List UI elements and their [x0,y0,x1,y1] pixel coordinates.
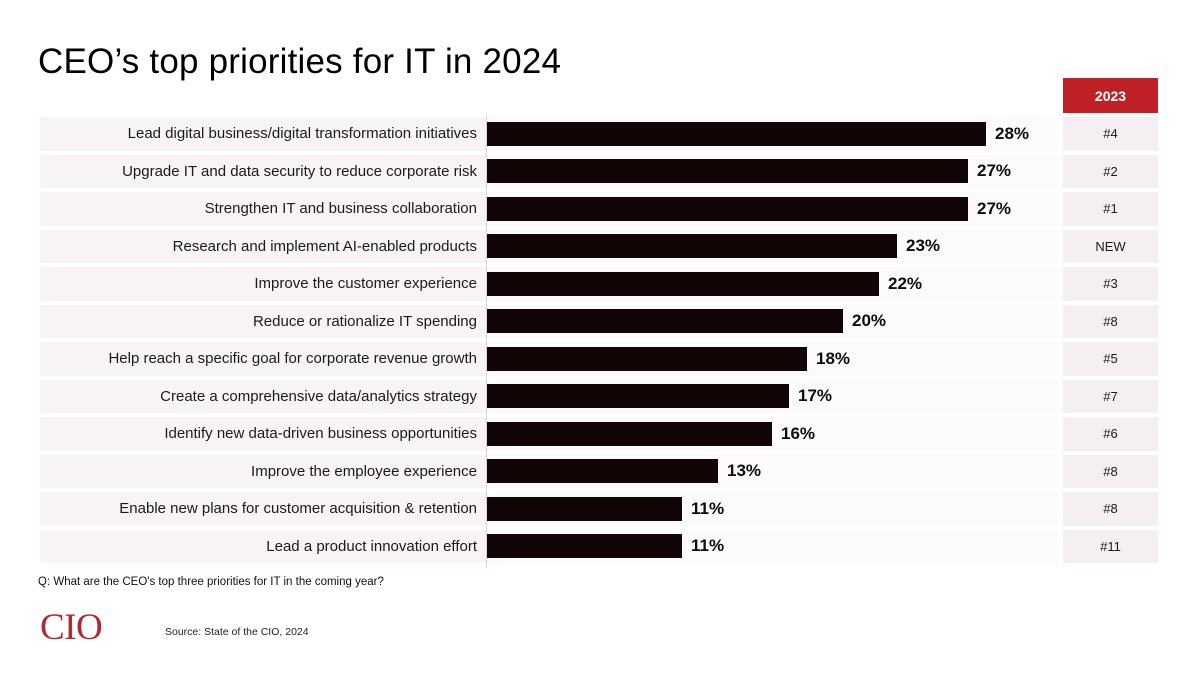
priority-label: Reduce or rationalize IT spending [40,304,486,338]
priority-label: Identify new data-driven business opport… [40,417,486,451]
question-footnote: Q: What are the CEO's top three prioriti… [38,576,384,588]
source-note: Source: State of the CIO, 2024 [165,626,309,638]
rank-2023-cell: #8 [1063,492,1158,526]
bar-zone: 27% [486,154,1057,188]
priority-bar [486,384,789,409]
priority-bar [486,234,897,259]
priority-label: Lead a product innovation effort [40,529,486,563]
priority-row: Lead a product innovation effort 11% #11 [40,529,1158,563]
rank-2023-cell: NEW [1063,229,1158,263]
priority-bar [486,496,682,521]
priority-row: Upgrade IT and data security to reduce c… [40,154,1158,188]
priority-bar [486,309,843,334]
bar-zone: 28% [486,117,1057,151]
priority-row: Strengthen IT and business collaboration… [40,192,1158,226]
rank-2023-cell: #2 [1063,154,1158,188]
rank-2023-cell: #8 [1063,304,1158,338]
chart-rows: Lead digital business/digital transforma… [40,117,1158,563]
priority-value: 16% [781,423,816,443]
priority-bar [486,459,718,484]
priority-bar [486,159,968,184]
rank-2023-cell: #1 [1063,192,1158,226]
bar-zone: 20% [486,304,1057,338]
priority-row: Identify new data-driven business opport… [40,417,1158,451]
priority-value: 28% [995,123,1030,143]
priority-label: Help reach a specific goal for corporate… [40,342,486,376]
cio-logo: CIO [40,607,103,648]
priority-label: Improve the employee experience [40,454,486,488]
priority-value: 11% [691,498,725,518]
priority-value: 11% [691,536,725,556]
priority-bar [486,346,807,371]
priority-value: 23% [906,236,941,256]
priority-row: Lead digital business/digital transforma… [40,117,1158,151]
priority-value: 18% [816,348,851,368]
priority-row: Improve the customer experience 22% #3 [40,267,1158,301]
bar-chart: Lead digital business/digital transforma… [40,115,1158,568]
priority-label: Lead digital business/digital transforma… [40,117,486,151]
priority-row: Reduce or rationalize IT spending 20% #8 [40,304,1158,338]
rank-2023-cell: #4 [1063,117,1158,151]
priority-label: Improve the customer experience [40,267,486,301]
bar-zone: 23% [486,229,1057,263]
rank-2023-cell: #11 [1063,529,1158,563]
priority-row: Improve the employee experience 13% #8 [40,454,1158,488]
axis-baseline [486,115,487,568]
priority-label: Strengthen IT and business collaboration [40,192,486,226]
rank-2023-cell: #5 [1063,342,1158,376]
priority-bar [486,271,879,296]
year-2023-column-header: 2023 [1063,78,1158,113]
bar-zone: 13% [486,454,1057,488]
page-title: CEO’s top priorities for IT in 2024 [38,42,562,81]
rank-2023-cell: #6 [1063,417,1158,451]
bar-zone: 17% [486,379,1057,413]
rank-2023-cell: #8 [1063,454,1158,488]
priority-label: Upgrade IT and data security to reduce c… [40,154,486,188]
bar-zone: 16% [486,417,1057,451]
priority-value: 22% [888,273,923,293]
bar-zone: 11% [486,529,1057,563]
priority-label: Research and implement AI-enabled produc… [40,229,486,263]
priority-bar [486,196,968,221]
priority-bar [486,534,682,559]
priority-label: Create a comprehensive data/analytics st… [40,379,486,413]
priority-value: 13% [727,461,762,481]
rank-2023-cell: #7 [1063,379,1158,413]
bar-zone: 11% [486,492,1057,526]
priority-row: Create a comprehensive data/analytics st… [40,379,1158,413]
priority-bar [486,421,772,446]
priority-label: Enable new plans for customer acquisitio… [40,492,486,526]
priority-value: 17% [798,386,833,406]
priority-bar [486,121,986,146]
priority-value: 20% [852,311,887,331]
priority-row: Research and implement AI-enabled produc… [40,229,1158,263]
bar-zone: 18% [486,342,1057,376]
priority-value: 27% [977,161,1012,181]
priority-row: Help reach a specific goal for corporate… [40,342,1158,376]
priority-value: 27% [977,198,1012,218]
rank-2023-cell: #3 [1063,267,1158,301]
bar-zone: 27% [486,192,1057,226]
bar-zone: 22% [486,267,1057,301]
priority-row: Enable new plans for customer acquisitio… [40,492,1158,526]
